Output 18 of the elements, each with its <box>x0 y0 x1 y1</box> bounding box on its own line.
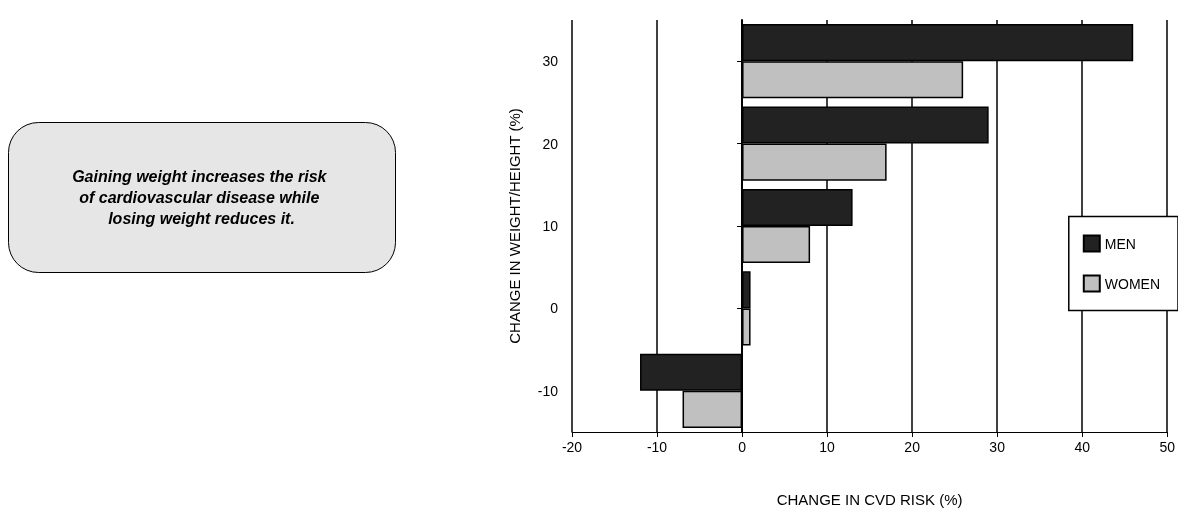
y-tick-label: 10 <box>542 218 559 234</box>
legend-label: MEN <box>1104 235 1136 252</box>
y-tick-label: 30 <box>542 53 559 70</box>
x-axis-title: CHANGE IN CVD RISK (%) <box>776 491 963 508</box>
x-tick-label: 50 <box>1159 439 1176 455</box>
x-tick-label: 40 <box>1074 439 1091 455</box>
x-tick-label: 10 <box>819 439 836 455</box>
y-tick-label: -10 <box>537 382 559 399</box>
y-tick-label: 20 <box>542 135 559 152</box>
x-tick-label: -10 <box>646 439 668 455</box>
text: Gaining weight increases the risk of cardiovascular disease while losing weight reduces it. <box>72 168 331 227</box>
legend-label: WOMEN <box>1104 275 1160 292</box>
x-tick-label: 20 <box>904 439 921 455</box>
x-tick-label: 30 <box>989 439 1006 455</box>
x-tick-label: -20 <box>561 439 583 455</box>
x-tick-label: 0 <box>738 439 747 455</box>
y-axis-title: CHANGE IN WEIGHT/HEIGHT (%) <box>506 108 523 344</box>
y-tick-label: 0 <box>550 300 559 317</box>
